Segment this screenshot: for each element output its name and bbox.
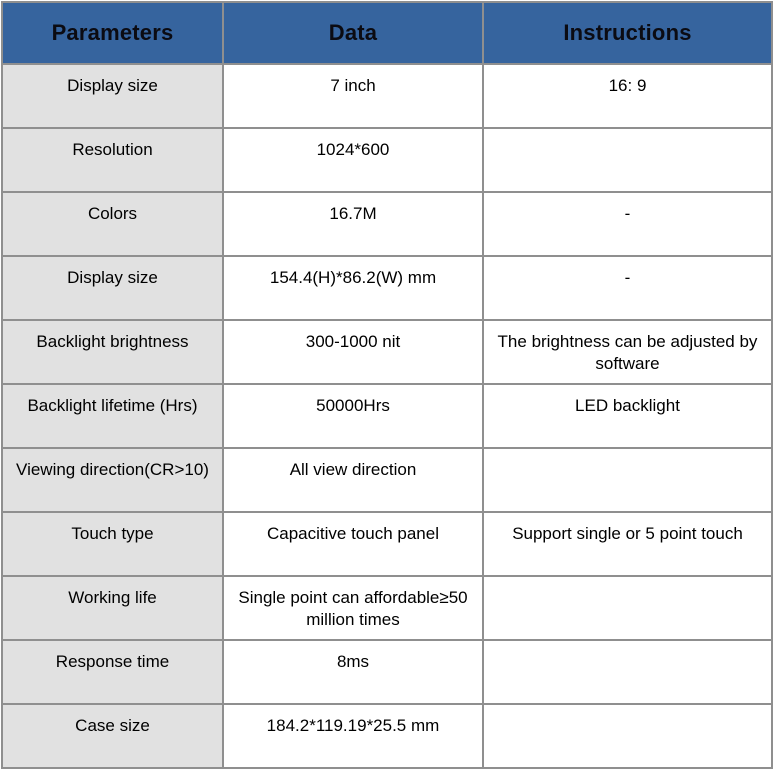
- instructions-cell: 16: 9: [482, 63, 773, 129]
- column-header-data: Data: [222, 1, 484, 65]
- instructions-cell: [482, 575, 773, 641]
- data-cell: 154.4(H)*86.2(W) mm: [222, 255, 484, 321]
- instructions-cell: [482, 703, 773, 769]
- table-row: Colors 16.7M -: [1, 191, 773, 257]
- data-cell: All view direction: [222, 447, 484, 513]
- column-header-instructions: Instructions: [482, 1, 773, 65]
- parameter-cell: Viewing direction(CR>10): [1, 447, 224, 513]
- data-cell: 1024*600: [222, 127, 484, 193]
- instructions-cell: -: [482, 191, 773, 257]
- parameter-cell: Backlight brightness: [1, 319, 224, 385]
- instructions-cell: Support single or 5 point touch: [482, 511, 773, 577]
- data-cell: 184.2*119.19*25.5 mm: [222, 703, 484, 769]
- parameter-cell: Display size: [1, 255, 224, 321]
- instructions-cell: The brightness can be adjusted by softwa…: [482, 319, 773, 385]
- table-row: Resolution 1024*600: [1, 127, 773, 193]
- parameter-cell: Touch type: [1, 511, 224, 577]
- parameter-cell: Colors: [1, 191, 224, 257]
- data-cell: Single point can affordable≥50 million t…: [222, 575, 484, 641]
- parameter-cell: Case size: [1, 703, 224, 769]
- table-row: Display size 7 inch 16: 9: [1, 63, 773, 129]
- instructions-cell: [482, 447, 773, 513]
- parameter-cell: Display size: [1, 63, 224, 129]
- instructions-cell: LED backlight: [482, 383, 773, 449]
- instructions-cell: [482, 127, 773, 193]
- data-cell: 16.7M: [222, 191, 484, 257]
- data-cell: Capacitive touch panel: [222, 511, 484, 577]
- table-row: Display size 154.4(H)*86.2(W) mm -: [1, 255, 773, 321]
- table-row: Backlight lifetime (Hrs) 50000Hrs LED ba…: [1, 383, 773, 449]
- table-row: Backlight brightness 300-1000 nit The br…: [1, 319, 773, 385]
- data-cell: 7 inch: [222, 63, 484, 129]
- data-cell: 50000Hrs: [222, 383, 484, 449]
- instructions-cell: [482, 639, 773, 705]
- parameter-cell: Response time: [1, 639, 224, 705]
- table-row: Response time 8ms: [1, 639, 773, 705]
- table-row: Case size 184.2*119.19*25.5 mm: [1, 703, 773, 769]
- table-row: Viewing direction(CR>10) All view direct…: [1, 447, 773, 513]
- parameter-cell: Working life: [1, 575, 224, 641]
- header-row: Parameters Data Instructions: [1, 1, 773, 65]
- parameter-cell: Backlight lifetime (Hrs): [1, 383, 224, 449]
- data-cell: 8ms: [222, 639, 484, 705]
- table-row: Working life Single point can affordable…: [1, 575, 773, 641]
- column-header-parameters: Parameters: [1, 1, 224, 65]
- instructions-cell: -: [482, 255, 773, 321]
- table-row: Touch type Capacitive touch panel Suppor…: [1, 511, 773, 577]
- parameter-cell: Resolution: [1, 127, 224, 193]
- data-cell: 300-1000 nit: [222, 319, 484, 385]
